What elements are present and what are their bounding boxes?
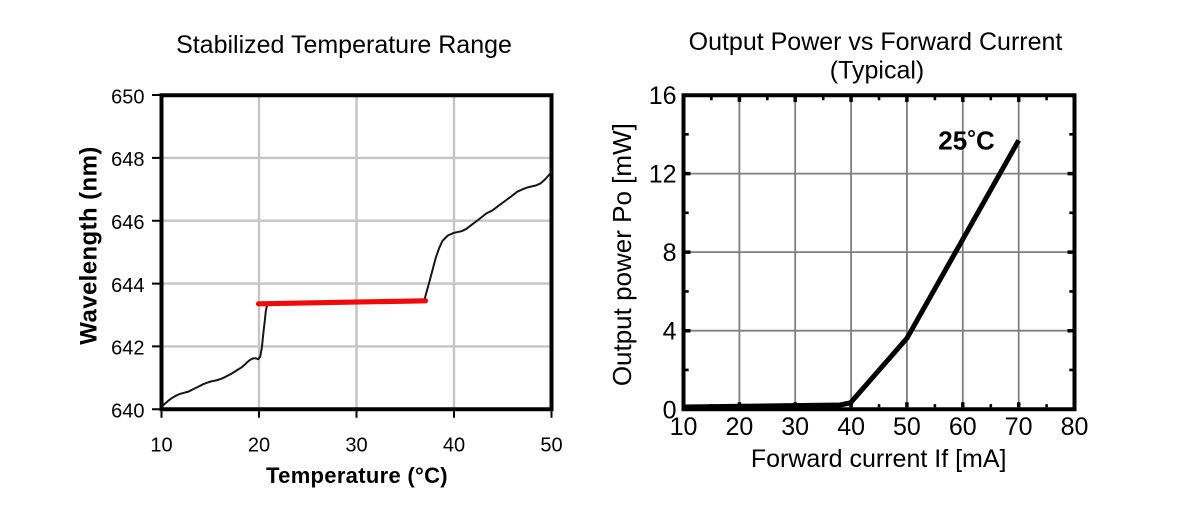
svg-text:40: 40 [837, 413, 865, 441]
svg-text:Output Power vs Forward Curren: Output Power vs Forward Current [689, 28, 1063, 56]
svg-text:20: 20 [725, 413, 753, 441]
svg-text:50: 50 [540, 435, 562, 457]
svg-text:Wavelength (nm): Wavelength (nm) [76, 146, 103, 344]
svg-text:25°C: 25°C [938, 125, 995, 155]
svg-text:80: 80 [1061, 413, 1089, 441]
svg-text:(Typical): (Typical) [830, 57, 924, 85]
svg-text:16: 16 [649, 82, 677, 110]
svg-text:12: 12 [649, 161, 677, 189]
svg-text:650: 650 [111, 86, 144, 108]
svg-text:40: 40 [443, 435, 465, 457]
svg-text:644: 644 [111, 275, 144, 297]
svg-text:0: 0 [663, 396, 677, 424]
svg-text:70: 70 [1005, 413, 1033, 441]
svg-text:Forward current If [mA]: Forward current If [mA] [751, 445, 1007, 473]
svg-text:60: 60 [949, 413, 977, 441]
svg-text:Temperature (°C): Temperature (°C) [266, 463, 448, 488]
svg-text:8: 8 [663, 239, 677, 267]
svg-text:10: 10 [150, 435, 172, 457]
svg-text:Stabilized Temperature Range: Stabilized Temperature Range [176, 31, 512, 59]
svg-text:Output power Po [mW]: Output power Po [mW] [607, 123, 637, 386]
svg-text:50: 50 [893, 413, 921, 441]
svg-text:640: 640 [111, 401, 144, 423]
svg-text:642: 642 [111, 338, 144, 360]
svg-text:10: 10 [670, 413, 698, 441]
svg-text:4: 4 [663, 318, 677, 346]
svg-text:30: 30 [781, 413, 809, 441]
svg-text:30: 30 [345, 435, 367, 457]
svg-text:646: 646 [111, 212, 144, 234]
svg-text:648: 648 [111, 149, 144, 171]
svg-text:20: 20 [248, 435, 270, 457]
